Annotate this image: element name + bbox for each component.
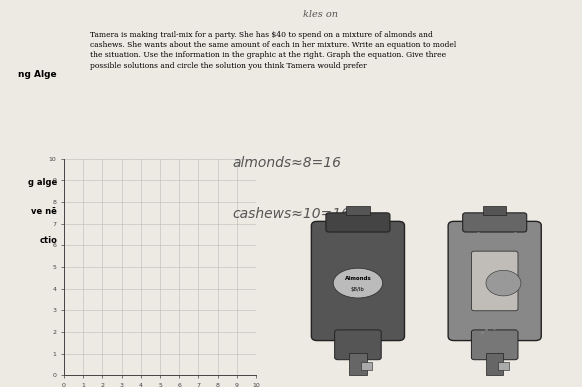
- FancyBboxPatch shape: [326, 213, 390, 232]
- Point: [455, 291, 464, 297]
- Bar: [483, 206, 506, 215]
- Bar: [498, 362, 509, 370]
- Point: [473, 240, 482, 246]
- Point: [456, 281, 465, 288]
- Point: [491, 293, 500, 299]
- FancyBboxPatch shape: [311, 221, 404, 341]
- Point: [481, 326, 490, 332]
- Text: $8/lb: $8/lb: [351, 287, 365, 292]
- Point: [476, 284, 485, 290]
- Bar: [486, 353, 503, 375]
- Point: [476, 260, 485, 267]
- Text: cashews≈10=16: cashews≈10=16: [233, 207, 351, 221]
- Text: kles on: kles on: [303, 10, 338, 19]
- Point: [524, 233, 534, 239]
- Point: [474, 298, 484, 305]
- Point: [499, 271, 508, 277]
- Ellipse shape: [486, 270, 521, 296]
- Point: [496, 246, 506, 252]
- Point: [499, 287, 509, 293]
- Point: [471, 313, 480, 320]
- Text: ng Alge: ng Alge: [19, 70, 57, 79]
- FancyBboxPatch shape: [471, 330, 518, 360]
- Point: [491, 315, 500, 322]
- Point: [470, 309, 480, 315]
- Point: [497, 236, 506, 242]
- Point: [490, 325, 499, 331]
- Point: [513, 326, 523, 332]
- FancyBboxPatch shape: [471, 251, 518, 311]
- Point: [516, 276, 526, 282]
- Point: [473, 240, 482, 246]
- Point: [491, 285, 500, 291]
- Point: [459, 313, 469, 320]
- Text: Tamera is making trail-mix for a party. She has $40 to spend on a mixture of alm: Tamera is making trail-mix for a party. …: [90, 31, 456, 70]
- Point: [513, 319, 522, 325]
- Point: [466, 317, 475, 323]
- FancyBboxPatch shape: [463, 213, 527, 232]
- Point: [466, 234, 475, 240]
- Point: [519, 291, 528, 297]
- Point: [458, 310, 467, 317]
- Text: ve nē: ve nē: [31, 207, 57, 216]
- Point: [500, 240, 509, 246]
- Point: [524, 314, 534, 320]
- Point: [507, 294, 516, 300]
- Text: g alge: g alge: [28, 178, 57, 187]
- Point: [469, 252, 478, 259]
- Text: almonds≈8=16: almonds≈8=16: [233, 156, 342, 170]
- Bar: [346, 206, 370, 215]
- Ellipse shape: [333, 268, 383, 298]
- Point: [456, 288, 465, 294]
- Point: [523, 286, 533, 292]
- Point: [480, 251, 489, 257]
- Point: [499, 267, 508, 273]
- Point: [509, 260, 519, 266]
- Point: [482, 234, 492, 240]
- Text: ctio: ctio: [39, 236, 57, 245]
- Point: [517, 262, 526, 268]
- Point: [488, 271, 497, 277]
- Bar: [349, 353, 367, 375]
- Point: [462, 269, 471, 275]
- Point: [493, 259, 502, 265]
- Point: [482, 315, 491, 321]
- FancyBboxPatch shape: [448, 221, 541, 341]
- FancyBboxPatch shape: [335, 330, 381, 360]
- Text: Almonds: Almonds: [345, 276, 371, 281]
- Point: [512, 246, 521, 252]
- Point: [491, 305, 501, 311]
- Point: [488, 307, 497, 313]
- Point: [486, 261, 495, 267]
- Point: [469, 273, 478, 279]
- Bar: [361, 362, 372, 370]
- Point: [491, 264, 501, 270]
- Point: [514, 276, 524, 282]
- Point: [518, 264, 527, 270]
- Point: [457, 239, 467, 245]
- Point: [478, 329, 487, 335]
- Point: [474, 230, 483, 236]
- Point: [498, 272, 508, 279]
- Point: [466, 252, 475, 258]
- Point: [503, 296, 513, 302]
- Point: [516, 305, 526, 311]
- Point: [511, 230, 520, 236]
- Point: [510, 236, 520, 243]
- Point: [494, 243, 503, 249]
